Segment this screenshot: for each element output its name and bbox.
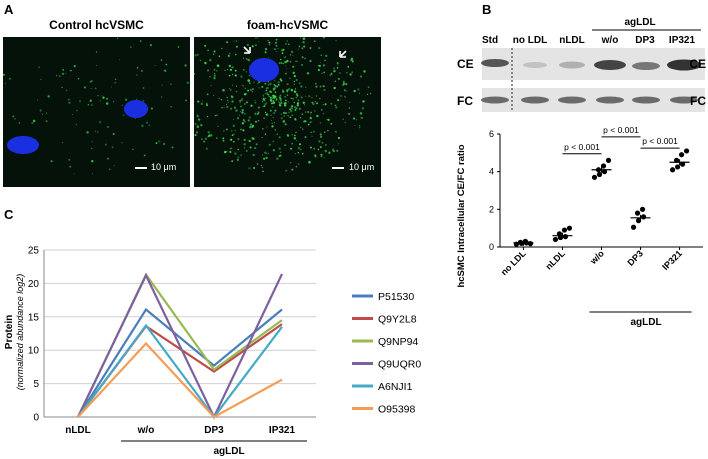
chart-b-point	[674, 164, 681, 170]
scale-label-control: 10 μm	[151, 162, 177, 172]
chart-b-x-tick-label: DP3	[625, 248, 644, 267]
chart-b-point	[561, 227, 568, 233]
chart-c-y-tick-label: 5	[33, 379, 39, 390]
chart-b-point	[605, 157, 612, 163]
chart-c-y-axis-label: Protein	[4, 315, 15, 349]
micrograph-foam: foam-hcVSMC 10 μm	[194, 18, 381, 187]
chart-b-point	[591, 174, 598, 180]
scale-label-foam: 10 μm	[349, 162, 375, 172]
chart-c-legend-label: Q9NP94	[378, 336, 418, 348]
chart-b-point	[640, 214, 647, 220]
micrograph-control-image	[3, 37, 190, 187]
chart-b-y-axis-label: hcSMC Intracellular CE/FC ratio	[456, 144, 467, 287]
chart-c-legend-label: A6NJI1	[378, 381, 413, 393]
chart-c-x-tick-label: nLDL	[65, 425, 91, 436]
chart-b-significance-label: p < 0.001	[642, 136, 678, 146]
micrograph-control-title: Control hcVSMC	[49, 18, 144, 32]
chart-b-point	[600, 163, 607, 169]
chart-b-significance-label: p < 0.001	[603, 125, 639, 135]
chart-c-x-tick-label: IP321	[269, 425, 296, 436]
chart-c-legend-label: P51530	[378, 291, 414, 303]
chart-c-y-tick-label: 25	[28, 246, 40, 257]
chart-b-point	[669, 167, 676, 173]
blot-lane-nldl: nLDL	[559, 35, 585, 46]
panel-label-c: C	[4, 207, 14, 222]
chart-c-legend-label: O95398	[378, 404, 416, 416]
chart-b-point	[683, 148, 690, 154]
chart-c-y-tick-label: 0	[33, 413, 39, 424]
chart-c-series-line	[77, 307, 283, 418]
chart-b-x-tick-label: IP321	[660, 248, 684, 272]
chart-b-x-tick-label: nLDL	[544, 248, 568, 272]
blot-row-fc-left: FC	[457, 94, 473, 108]
scale-bar-foam	[332, 167, 344, 169]
blot-lane-no-ldl: no LDL	[513, 35, 547, 46]
chart-b-point	[630, 224, 637, 230]
blot-bands	[481, 59, 701, 104]
blot-lane-ip321: IP321	[669, 35, 696, 46]
panel-label-a: A	[4, 2, 14, 17]
chart-b-significance-label: p < 0.001	[564, 142, 600, 152]
chart-b-point	[566, 225, 573, 231]
chart-b-y-tick-label: 0	[489, 242, 494, 252]
chart-c-group-label: agLDL	[213, 446, 244, 457]
micrograph-foam-image	[194, 37, 381, 187]
chart-c-legend-label: Q9Y2L8	[378, 314, 417, 326]
chart-c-x-tick-label: DP3	[204, 425, 224, 436]
chart-b-point	[635, 218, 642, 224]
chart-b-x-tick-label: w/o	[588, 248, 607, 267]
chart-b-x-tick-label: no LDL	[499, 248, 528, 277]
chart-b-point	[634, 210, 641, 216]
scale-bar-control	[135, 167, 147, 169]
ce-fc-ratio-chart: hcSMC Intracellular CE/FC ratio 0 2 4 6 no L…	[456, 125, 703, 328]
blot-row-ce-right: CE	[689, 57, 706, 71]
chart-c-y-tick-label: 20	[28, 279, 40, 290]
western-blot: Std no LDL nLDL w/o DP3 IP321 agLDL CE F…	[457, 18, 706, 112]
chart-b-y-tick-label: 6	[489, 129, 494, 139]
chart-c-series-line	[77, 272, 283, 420]
blot-fc-strip	[482, 88, 705, 112]
blot-row-fc-right: FC	[690, 94, 706, 108]
chart-b-point	[527, 241, 534, 247]
chart-c-series-line	[77, 341, 283, 419]
blot-group-label: agLDL	[624, 18, 655, 28]
chart-c-legend-label: Q9UQR0	[378, 359, 421, 371]
chart-b-point	[639, 206, 646, 212]
chart-c-y-tick-label: 15	[28, 312, 40, 323]
chart-c-y-tick-label: 10	[28, 346, 40, 357]
chart-c-series-line	[77, 323, 283, 419]
chart-b-point	[552, 236, 559, 243]
chart-b-y-tick-label: 4	[489, 167, 494, 177]
micrograph-control: Control hcVSMC 10 μm	[3, 18, 190, 187]
chart-b-group-label: agLDL	[630, 317, 661, 328]
protein-abundance-chart: Protein (normalized abundance log2) 0 5 10…	[4, 246, 421, 458]
chart-b-point	[678, 152, 685, 158]
chart-c-x-tick-label: w/o	[137, 425, 155, 436]
panel-label-b: B	[482, 2, 492, 17]
micrograph-foam-title: foam-hcVSMC	[246, 18, 329, 32]
chart-b-point	[562, 234, 569, 240]
blot-lane-dp3: DP3	[635, 35, 655, 46]
chart-c-y-axis-sublabel: (normalized abundance log2)	[15, 274, 25, 391]
blot-lane-wo: w/o	[601, 35, 619, 46]
blot-row-ce-left: CE	[457, 57, 474, 71]
chart-b-y-tick-label: 2	[489, 204, 494, 214]
chart-b-point	[596, 171, 603, 178]
blot-lane-std: Std	[482, 35, 498, 46]
